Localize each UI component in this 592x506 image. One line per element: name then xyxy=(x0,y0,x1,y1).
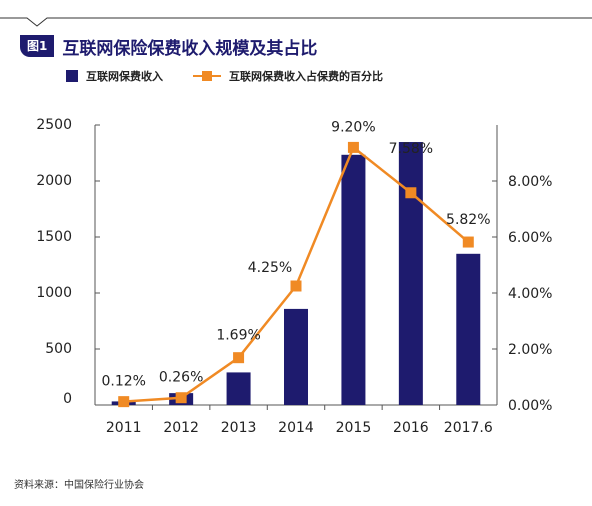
figure-badge: 图1 xyxy=(20,35,55,57)
x-tick-label: 2013 xyxy=(221,420,257,436)
data-label: 7.58% xyxy=(389,141,433,157)
legend-label-bar: 互联网保费收入 xyxy=(86,70,163,83)
bar xyxy=(226,372,251,405)
x-tick-label: 2014 xyxy=(278,420,314,436)
legend-bar-swatch xyxy=(66,70,78,82)
left-tick-label: 2500 xyxy=(36,117,72,133)
data-label: 0.12% xyxy=(101,374,145,390)
x-tick-label: 2016 xyxy=(393,420,429,436)
title-row: 图1 互联网保险保费收入规模及其占比 xyxy=(20,32,317,60)
x-tick-label: 2011 xyxy=(106,420,142,436)
data-label: 0.26% xyxy=(159,370,203,386)
left-tick-label: 1000 xyxy=(36,285,72,301)
right-tick-label: 4.00% xyxy=(508,286,552,302)
chart-title: 互联网保险保费收入规模及其占比 xyxy=(62,38,318,59)
x-tick-label: 2015 xyxy=(336,420,372,436)
bar xyxy=(456,253,481,405)
bar xyxy=(398,142,423,406)
header-notch-rule xyxy=(0,17,592,27)
right-tick-label: 2.00% xyxy=(508,342,552,358)
data-label: 5.82% xyxy=(446,212,490,228)
right-tick-label: 8.00% xyxy=(508,174,552,190)
legend-label-line: 互联网保费收入占保费的百分比 xyxy=(229,70,383,83)
x-tick-label: 2017.6 xyxy=(444,420,493,436)
data-label: 1.69% xyxy=(216,328,260,344)
data-label: 4.25% xyxy=(248,260,292,276)
right-tick-label: 6.00% xyxy=(508,230,552,246)
line-marker xyxy=(118,396,130,408)
line-marker xyxy=(405,187,417,199)
line-marker xyxy=(462,236,474,248)
line-marker xyxy=(175,392,187,404)
left-tick-label: 2000 xyxy=(36,173,72,189)
bar xyxy=(341,154,366,405)
chart-plot: 0 500 1000 1500 2000 2500 0.00% 2.00% 4.00% 6.00%… xyxy=(36,117,552,436)
left-tick-label: 500 xyxy=(45,341,72,357)
line-marker xyxy=(233,352,245,364)
bar xyxy=(284,308,308,405)
left-tick-label: 0 xyxy=(63,391,72,407)
x-tick-label: 2012 xyxy=(163,420,199,436)
left-tick-label: 1500 xyxy=(36,229,72,245)
legend-line-swatch xyxy=(193,70,221,82)
line-marker xyxy=(347,141,359,153)
right-tick-label: 0.00% xyxy=(508,398,552,414)
source-note: 资料来源：中国保险行业协会 xyxy=(14,480,144,491)
line-marker xyxy=(290,280,302,292)
data-label: 9.20% xyxy=(331,119,375,135)
legend: 互联网保费收入 互联网保费收入占保费的百分比 xyxy=(66,68,383,84)
